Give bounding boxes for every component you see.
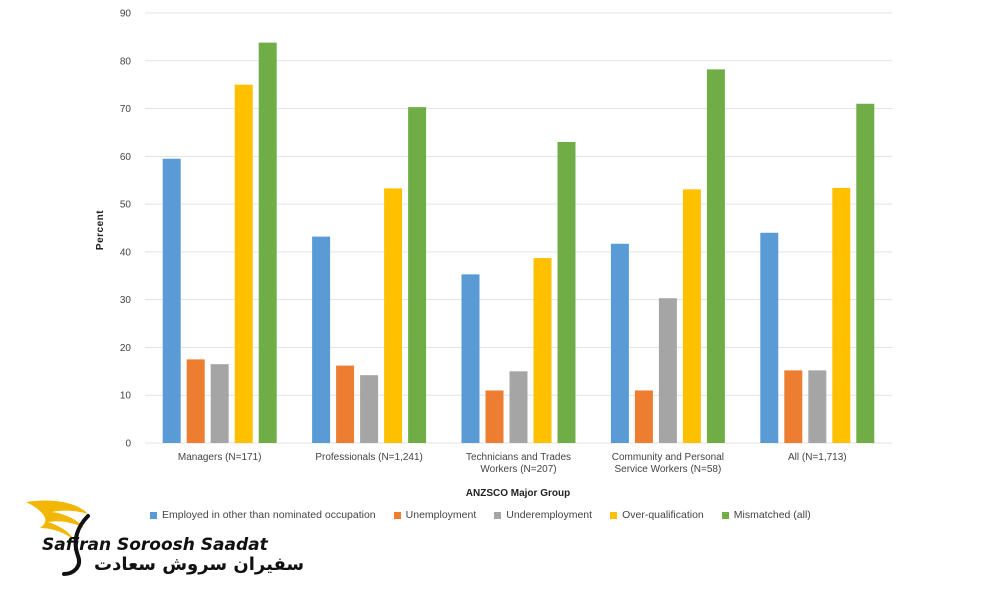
y-tick-label: 90 — [120, 9, 132, 20]
x-category-label: Community and Personal Service Workers (N… — [612, 452, 724, 475]
company-logo-icon — [26, 500, 90, 576]
x-category-label: Managers (N=171) — [178, 452, 262, 463]
legend-item: Underemployment — [494, 509, 592, 521]
y-tick-label: 70 — [120, 104, 132, 115]
legend-item: Over-qualification — [610, 509, 704, 521]
y-tick-label: 30 — [120, 295, 132, 306]
bar — [384, 188, 403, 443]
bar — [784, 370, 803, 443]
y-tick-label: 80 — [120, 56, 132, 67]
bar — [312, 236, 331, 443]
bars — [162, 42, 875, 444]
x-category-label: Professionals (N=1,241) — [315, 452, 423, 463]
y-tick-label: 10 — [120, 391, 132, 402]
legend-label: Employed in other than nominated occupat… — [162, 509, 376, 521]
bar — [234, 84, 253, 444]
bar — [706, 69, 725, 443]
y-tick-label: 0 — [125, 439, 131, 450]
legend-label: Underemployment — [506, 509, 593, 521]
bar — [509, 371, 528, 443]
legend-swatch — [721, 511, 729, 519]
bar — [186, 359, 205, 443]
x-category-label: All (N=1,713) — [788, 452, 847, 463]
bar — [634, 390, 653, 443]
legend-swatch — [150, 511, 157, 519]
legend-label: Over-qualification — [622, 509, 704, 521]
y-tick-label: 60 — [120, 152, 132, 163]
logo-persian-text: سفیران سروش سعادت — [94, 554, 305, 575]
legend-label: Mismatched (all) — [733, 509, 811, 521]
bar — [832, 187, 851, 443]
legend-swatch — [494, 511, 502, 519]
bar — [258, 42, 277, 443]
x-axis-label: ANZSCO Major Group — [466, 488, 570, 499]
legend: Employed in other than nominated occupat… — [150, 509, 811, 521]
bar — [658, 298, 677, 443]
legend-swatch — [393, 511, 401, 519]
bar — [610, 243, 629, 443]
bar — [760, 232, 779, 443]
legend-label: Unemployment — [405, 509, 477, 521]
logo-latin-text: Safiran Soroosh Saadat — [42, 535, 268, 555]
legend-item: Mismatched (all) — [721, 509, 811, 521]
legend-item: Employed in other than nominated occupat… — [150, 509, 376, 521]
legend-item: Unemployment — [393, 509, 477, 521]
bar — [461, 274, 480, 443]
bar — [808, 370, 827, 443]
category-labels: Managers (N=171) Professionals (N=1,241) T… — [178, 452, 847, 475]
y-axis-label: Percent — [95, 210, 106, 250]
legend-swatch — [610, 511, 618, 519]
bar — [408, 107, 427, 443]
bar — [682, 189, 701, 443]
bar — [856, 103, 875, 444]
bar — [485, 390, 504, 443]
y-tick-label: 40 — [120, 247, 132, 258]
bar — [557, 142, 576, 443]
bar — [336, 365, 355, 443]
x-category-label: Technicians and Trades Workers (N=207) — [466, 452, 571, 475]
bar — [210, 364, 229, 443]
y-axis-ticks: 0 10 20 30 40 50 60 70 80 90 — [120, 9, 132, 450]
bar — [533, 258, 552, 443]
bar — [360, 375, 379, 443]
bar — [162, 158, 181, 443]
y-tick-label: 50 — [120, 200, 132, 211]
y-tick-label: 20 — [120, 343, 132, 354]
